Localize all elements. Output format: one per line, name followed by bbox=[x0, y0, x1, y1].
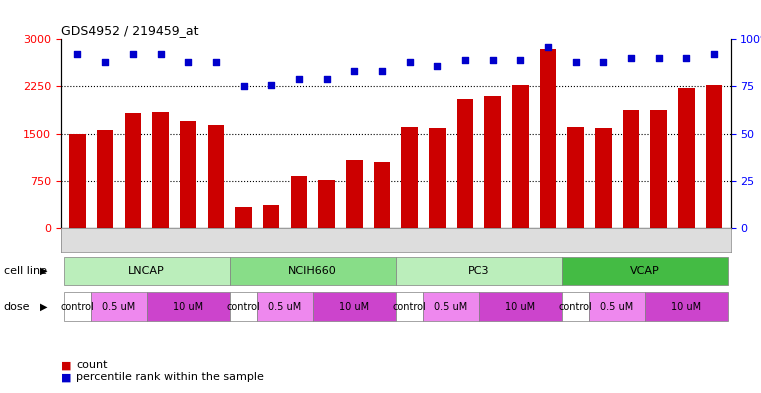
Text: control: control bbox=[61, 301, 94, 312]
FancyBboxPatch shape bbox=[91, 292, 147, 321]
Text: dose: dose bbox=[4, 301, 30, 312]
FancyBboxPatch shape bbox=[313, 292, 396, 321]
Text: 10 uM: 10 uM bbox=[173, 301, 203, 312]
Text: control: control bbox=[559, 301, 593, 312]
Text: 0.5 uM: 0.5 uM bbox=[103, 301, 135, 312]
Point bbox=[680, 55, 693, 61]
Point bbox=[431, 62, 444, 69]
Bar bbox=[125, 113, 141, 228]
Bar bbox=[484, 96, 501, 228]
Bar bbox=[429, 128, 445, 228]
Text: 10 uM: 10 uM bbox=[671, 301, 702, 312]
Bar bbox=[69, 134, 86, 228]
Text: count: count bbox=[76, 360, 107, 371]
Bar bbox=[208, 125, 224, 228]
Point bbox=[210, 59, 222, 65]
Text: LNCAP: LNCAP bbox=[129, 266, 165, 276]
Bar bbox=[512, 84, 529, 228]
FancyBboxPatch shape bbox=[396, 257, 562, 285]
FancyBboxPatch shape bbox=[257, 292, 313, 321]
Point bbox=[486, 57, 498, 63]
Text: cell line: cell line bbox=[4, 266, 47, 276]
Text: ▶: ▶ bbox=[40, 301, 47, 312]
Bar bbox=[595, 128, 612, 228]
Bar bbox=[180, 121, 196, 228]
Point bbox=[237, 83, 250, 90]
FancyBboxPatch shape bbox=[64, 257, 230, 285]
FancyBboxPatch shape bbox=[396, 292, 423, 321]
Point bbox=[376, 68, 388, 75]
Point bbox=[459, 57, 471, 63]
FancyBboxPatch shape bbox=[590, 292, 645, 321]
Bar bbox=[346, 160, 362, 228]
Text: 0.5 uM: 0.5 uM bbox=[269, 301, 301, 312]
Text: ▶: ▶ bbox=[40, 266, 47, 276]
Text: 10 uM: 10 uM bbox=[505, 301, 535, 312]
Text: 0.5 uM: 0.5 uM bbox=[435, 301, 468, 312]
Bar bbox=[97, 130, 113, 228]
Point bbox=[708, 51, 720, 57]
Bar bbox=[235, 207, 252, 228]
Bar bbox=[705, 85, 722, 228]
Point bbox=[597, 59, 610, 65]
Bar bbox=[374, 162, 390, 228]
Point bbox=[127, 51, 139, 57]
Bar bbox=[457, 99, 473, 228]
Point bbox=[265, 81, 277, 88]
Bar bbox=[651, 110, 667, 228]
Bar bbox=[401, 127, 418, 228]
Bar bbox=[318, 180, 335, 228]
Text: percentile rank within the sample: percentile rank within the sample bbox=[76, 372, 264, 382]
Text: 0.5 uM: 0.5 uM bbox=[600, 301, 634, 312]
FancyBboxPatch shape bbox=[562, 292, 590, 321]
FancyBboxPatch shape bbox=[645, 292, 728, 321]
Bar bbox=[291, 176, 307, 228]
Text: control: control bbox=[393, 301, 426, 312]
Text: control: control bbox=[227, 301, 260, 312]
FancyBboxPatch shape bbox=[479, 292, 562, 321]
Bar bbox=[678, 88, 695, 228]
Point bbox=[182, 59, 194, 65]
FancyBboxPatch shape bbox=[230, 257, 396, 285]
FancyBboxPatch shape bbox=[230, 292, 257, 321]
Bar bbox=[540, 49, 556, 228]
Bar bbox=[263, 205, 279, 228]
Text: ■: ■ bbox=[61, 360, 72, 371]
Point bbox=[72, 51, 84, 57]
Point bbox=[514, 57, 527, 63]
Point bbox=[99, 59, 111, 65]
FancyBboxPatch shape bbox=[562, 257, 728, 285]
Point bbox=[652, 55, 664, 61]
Point bbox=[403, 59, 416, 65]
FancyBboxPatch shape bbox=[64, 292, 91, 321]
Point bbox=[154, 51, 167, 57]
Point bbox=[542, 44, 554, 50]
Point bbox=[569, 59, 581, 65]
Text: PC3: PC3 bbox=[468, 266, 489, 276]
Bar bbox=[152, 112, 169, 228]
Text: ■: ■ bbox=[61, 372, 72, 382]
Point bbox=[320, 76, 333, 82]
FancyBboxPatch shape bbox=[147, 292, 230, 321]
Text: GDS4952 / 219459_at: GDS4952 / 219459_at bbox=[61, 24, 199, 37]
Text: VCAP: VCAP bbox=[630, 266, 660, 276]
Point bbox=[348, 68, 360, 75]
FancyBboxPatch shape bbox=[423, 292, 479, 321]
Bar bbox=[567, 127, 584, 228]
Point bbox=[625, 55, 637, 61]
Text: NCIH660: NCIH660 bbox=[288, 266, 337, 276]
Point bbox=[293, 76, 305, 82]
Bar bbox=[622, 110, 639, 228]
Text: 10 uM: 10 uM bbox=[339, 301, 369, 312]
